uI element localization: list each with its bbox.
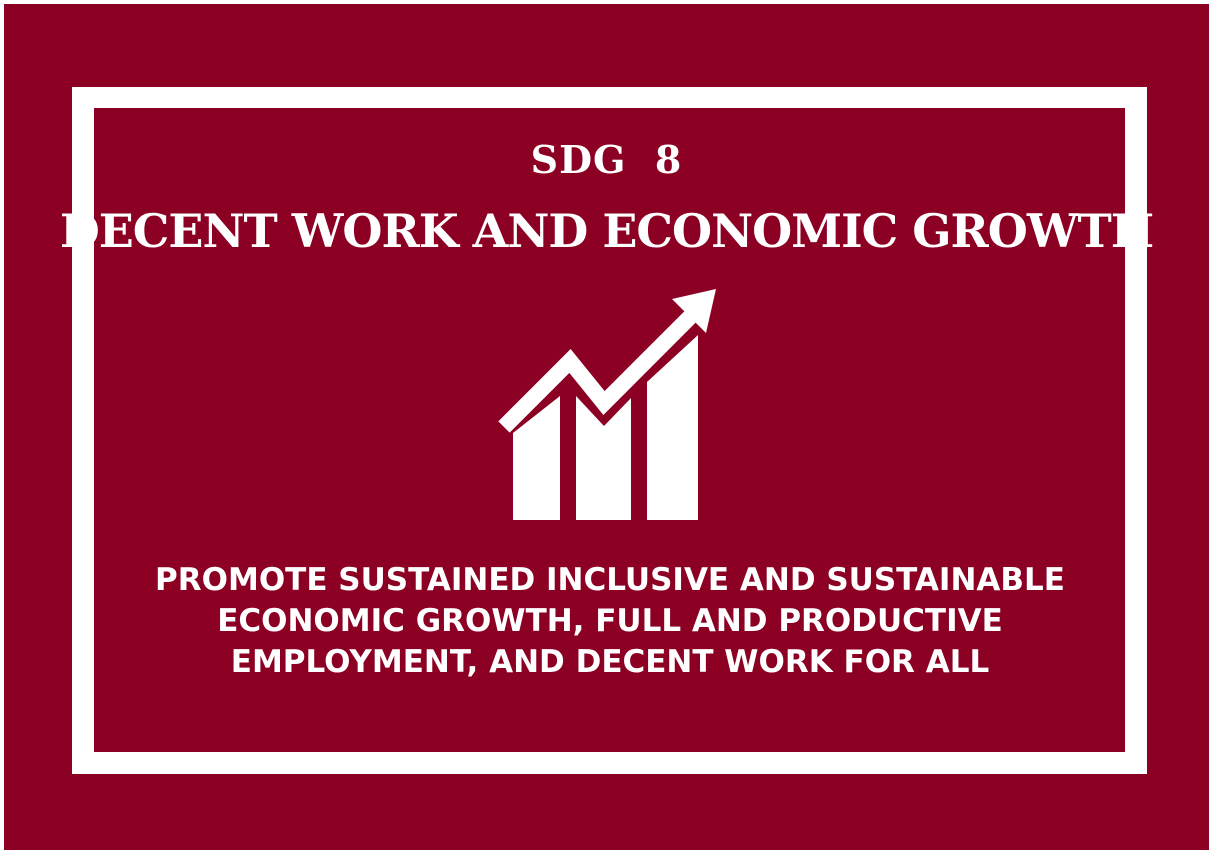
- description-line: EMPLOYMENT, AND DECENT WORK FOR ALL: [230, 644, 990, 680]
- trend-line: [498, 305, 702, 433]
- bar-left: [513, 396, 560, 520]
- growth-chart-icon: [498, 289, 716, 520]
- sdg-number: SDG 8: [530, 137, 683, 182]
- bar-right: [647, 335, 698, 520]
- description-line: PROMOTE SUSTAINED INCLUSIVE AND SUSTAINA…: [155, 562, 1065, 598]
- description-line: ECONOMIC GROWTH, FULL AND PRODUCTIVE: [217, 603, 1003, 639]
- arrow-head: [672, 289, 716, 333]
- goal-description: PROMOTE SUSTAINED INCLUSIVE AND SUSTAINA…: [110, 560, 1110, 683]
- bar-middle: [576, 396, 631, 520]
- goal-title: DECENT WORK AND ECONOMIC GROWTH: [59, 204, 1154, 258]
